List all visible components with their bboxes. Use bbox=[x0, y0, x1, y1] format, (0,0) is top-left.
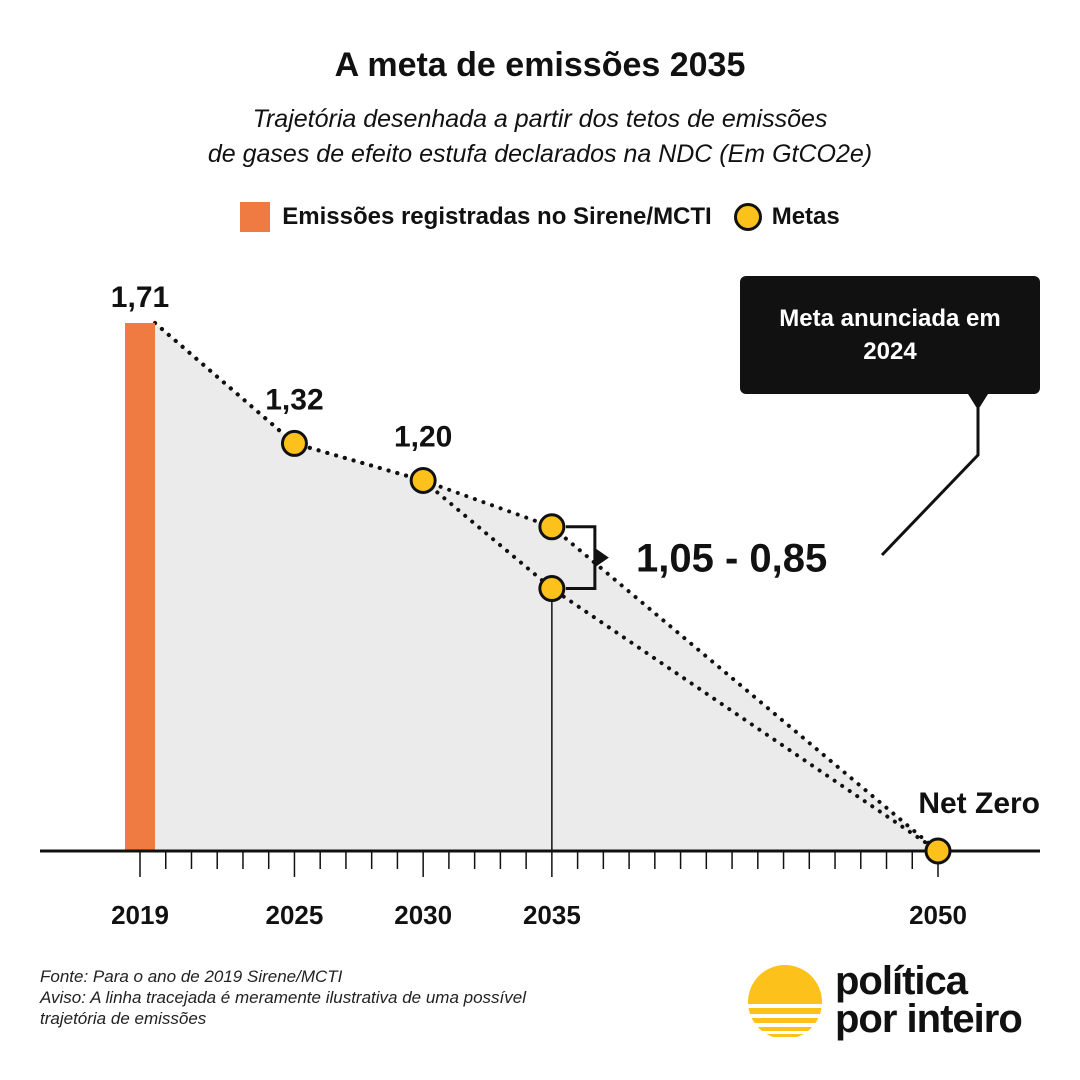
range-bracket bbox=[565, 525, 597, 591]
x-tick-label: 2030 bbox=[394, 900, 452, 930]
range-label: 1,05 - 0,85 bbox=[636, 537, 827, 581]
logo-line-1: política bbox=[835, 959, 968, 1003]
target-dot bbox=[538, 575, 566, 603]
target-value-label: 1,20 bbox=[394, 420, 452, 453]
legend: Emissões registradas no Sirene/MCTI Meta… bbox=[0, 202, 1080, 232]
sun-logo-icon bbox=[748, 965, 822, 1037]
footnote-line-1: Fonte: Para o ano de 2019 Sirene/MCTI bbox=[40, 967, 343, 986]
legend-dot-label: Metas bbox=[771, 203, 840, 230]
logo-text: política por inteiro bbox=[835, 959, 1023, 1041]
footnote-line-3: trajetória de emissões bbox=[40, 1009, 207, 1028]
bar-2019 bbox=[125, 323, 155, 851]
target-dot bbox=[538, 513, 566, 541]
logo: política por inteiro bbox=[747, 959, 1047, 1042]
target-dot bbox=[924, 837, 952, 865]
target-value-label: 1,32 bbox=[265, 383, 323, 416]
bar-value-label: 1,71 bbox=[111, 281, 169, 314]
subtitle-line-1: Trajetória desenhada a partir dos tetos … bbox=[252, 105, 828, 133]
callout-pointer bbox=[968, 394, 988, 410]
legend-bar-label: Emissões registradas no Sirene/MCTI bbox=[282, 203, 712, 230]
chart-subtitle: Trajetória desenhada a partir dos tetos … bbox=[0, 102, 1080, 172]
legend-bar-swatch bbox=[240, 202, 271, 232]
target-dot bbox=[409, 466, 437, 494]
footnote: Fonte: Para o ano de 2019 Sirene/MCTI Av… bbox=[40, 966, 720, 1029]
subtitle-line-2: de gases de efeito estufa declarados na … bbox=[207, 140, 873, 168]
logo-line-2: por inteiro bbox=[835, 997, 1023, 1041]
callout-leader-line bbox=[880, 408, 980, 557]
legend-dot-swatch bbox=[733, 203, 762, 231]
callout-box: Meta anunciada em 2024 bbox=[740, 276, 1040, 394]
range-bracket-arrow bbox=[595, 548, 609, 567]
x-tick-label: 2035 bbox=[523, 900, 581, 930]
x-tick-label: 2050 bbox=[909, 900, 967, 930]
chart-title: A meta de emissões 2035 bbox=[334, 46, 746, 84]
x-tick-label: 2025 bbox=[266, 900, 324, 930]
target-dot bbox=[280, 429, 308, 457]
x-tick-label: 2019 bbox=[111, 900, 169, 930]
callout-text: Meta anunciada em 2024 bbox=[779, 305, 1001, 365]
footnote-line-2: Aviso: A linha tracejada é meramente ilu… bbox=[40, 988, 527, 1007]
target-value-label: Net Zero bbox=[918, 787, 1040, 820]
